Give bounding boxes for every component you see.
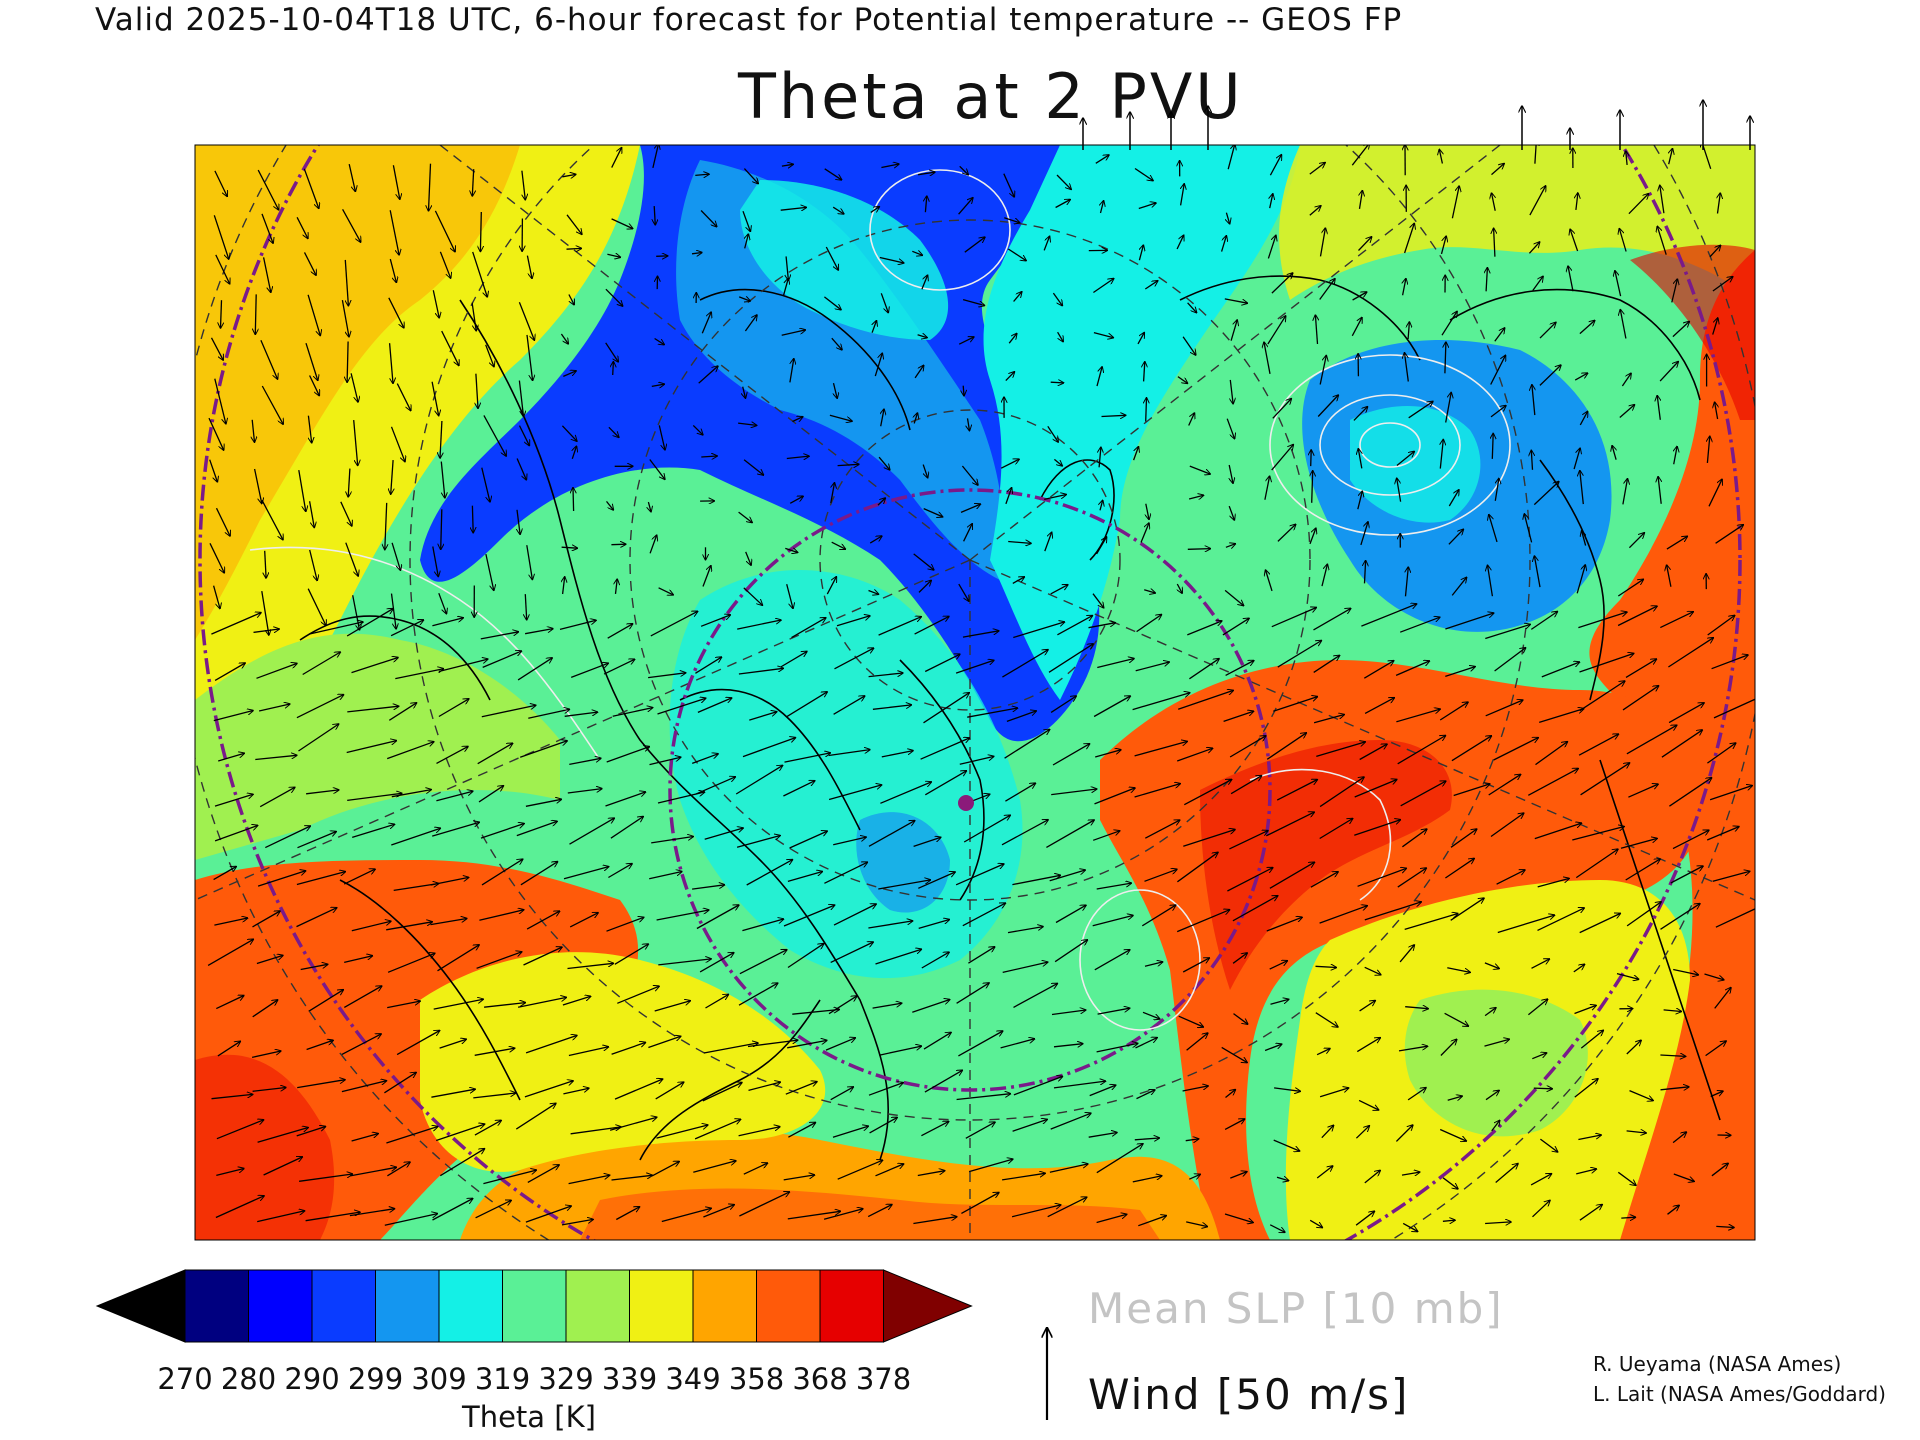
map-title: Theta at 2 PVU [738,60,1244,133]
colorbar-tick: 339 [601,1362,658,1396]
colorbar-bin [819,1269,884,1343]
wind-legend-label: Wind [50 m/s] [1088,1370,1410,1419]
graticule [195,145,1755,1240]
colorbar-bin [438,1269,503,1343]
colorbar-tick: 290 [284,1362,340,1396]
colorbar [95,1269,973,1343]
colorbar-tick: 378 [855,1362,912,1396]
colorbar-tick: 280 [220,1362,277,1396]
colorbar-bin [692,1269,757,1343]
colorbar-tick: 349 [665,1362,721,1396]
theta-field [195,145,1755,1240]
colorbar-bin [184,1269,249,1343]
credit-line-2: L. Lait (NASA Ames/Goddard) [1593,1382,1886,1406]
colorbar-tick: 368 [792,1362,848,1396]
colorbar-tick: 299 [347,1362,404,1396]
colorbar-tick: 270 [157,1362,213,1396]
colorbar-high-end [883,1269,973,1343]
colorbar-tick: 309 [411,1362,467,1396]
credit-line-1: R. Ueyama (NASA Ames) [1593,1352,1842,1376]
colorbar-tick: 358 [728,1362,785,1396]
colorbar-label: Theta [K] [462,1400,596,1434]
tropics-circles [198,145,1742,1240]
slp-contours [249,169,1511,1031]
colorbar-bin [756,1269,821,1343]
header-valid-time: Valid 2025-10-04T18 UTC, 6-hour forecast… [95,2,1403,38]
colorbar-bin [248,1269,313,1343]
colorbar-bin [565,1269,630,1343]
slp-legend-label: Mean SLP [10 mb] [1088,1284,1504,1333]
coastlines [299,275,1721,1161]
colorbar-bin [502,1269,567,1343]
colorbar-bin [629,1269,694,1343]
colorbar-tick: 319 [474,1362,531,1396]
colorbar-tick-labels: 270 280 290 299 309 319 329 339 349 358 368 378 [150,1362,940,1402]
colorbar-bin [311,1269,376,1343]
wind-vectors [207,145,1755,1232]
map-frame [194,144,1756,1241]
station-marker [958,795,974,811]
colorbar-tick: 329 [538,1362,594,1396]
top-wind-arrows [1083,100,1750,150]
colorbar-low-end [95,1269,186,1343]
colorbar-bin [375,1269,440,1343]
